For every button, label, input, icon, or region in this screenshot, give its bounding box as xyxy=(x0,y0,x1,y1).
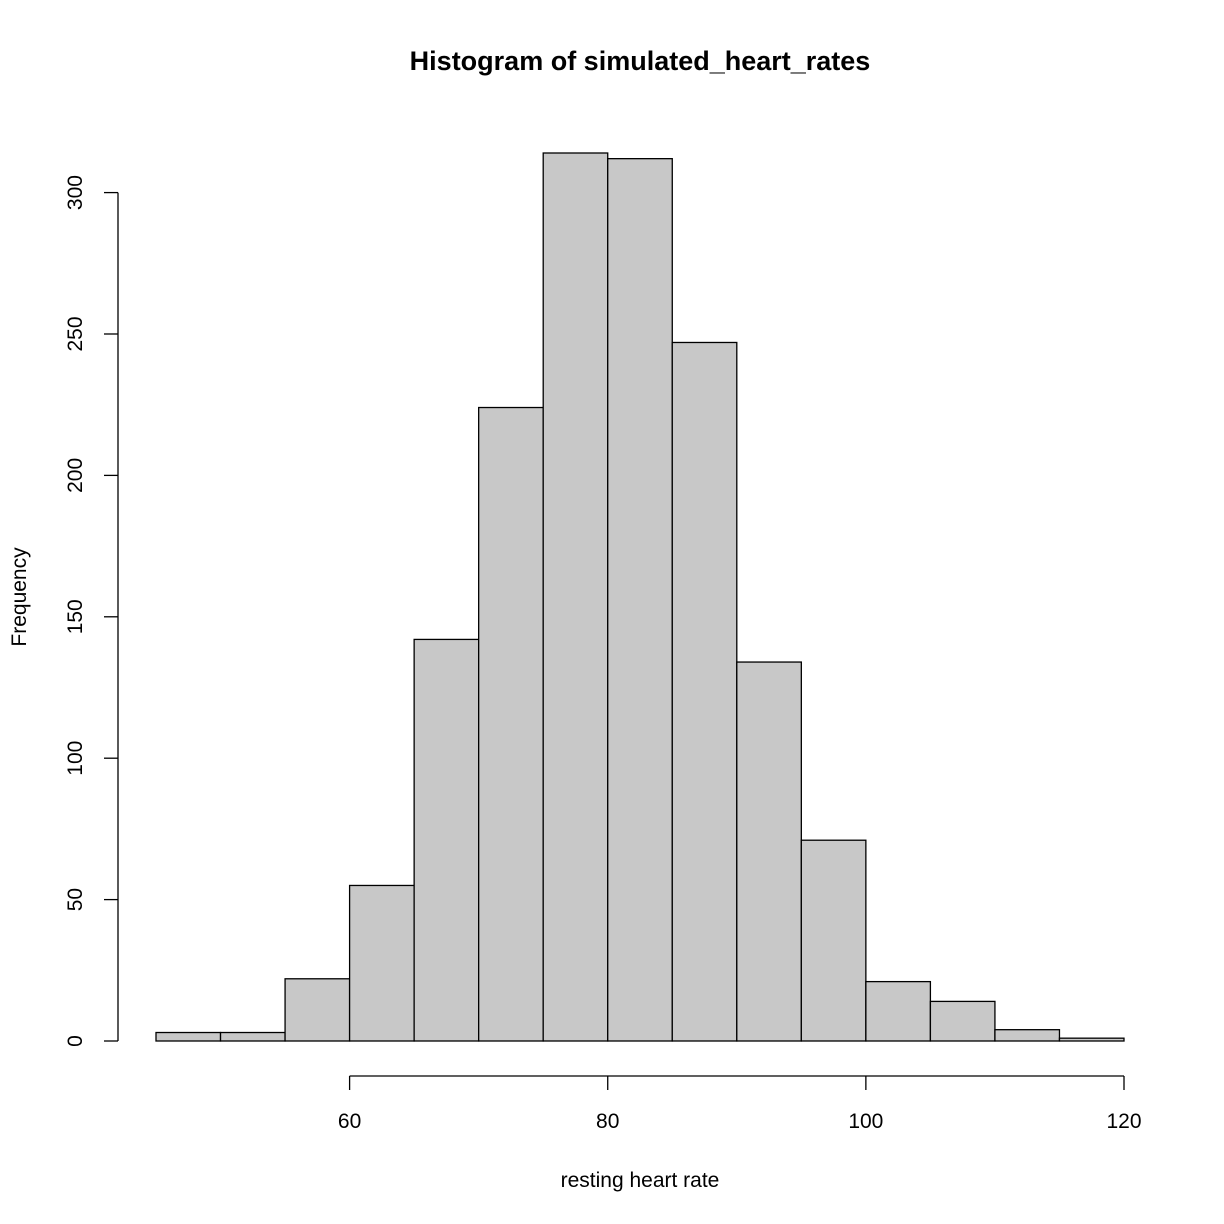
histogram-bar xyxy=(929,1000,996,1042)
histogram-bar xyxy=(348,884,415,1042)
histogram-bar xyxy=(736,661,802,1042)
histogram-bar xyxy=(1058,1037,1125,1042)
histogram-bar xyxy=(542,152,609,1042)
y-tick-label: 50 xyxy=(64,888,87,911)
histogram-bar xyxy=(994,1029,1061,1042)
y-tick-label: 250 xyxy=(64,316,87,351)
x-axis: 60 80 100 120 xyxy=(338,1075,1142,1133)
histogram-bar xyxy=(478,406,544,1042)
x-tick-label: 80 xyxy=(596,1110,619,1133)
y-axis: 0 50 100 150 200 250 300 xyxy=(64,175,119,1047)
x-tick-label: 100 xyxy=(848,1110,883,1133)
histogram-bar xyxy=(671,341,738,1042)
chart-title: Histogram of simulated_heart_rates xyxy=(410,46,871,76)
y-tick-label: 100 xyxy=(64,741,87,776)
y-tick-label: 300 xyxy=(64,175,87,210)
histogram-bar xyxy=(284,978,351,1042)
histogram-bar xyxy=(413,638,480,1042)
y-tick-label: 0 xyxy=(64,1035,87,1047)
x-axis-label: resting heart rate xyxy=(561,1169,720,1192)
histogram-bar xyxy=(219,1031,286,1042)
x-tick-label: 60 xyxy=(338,1110,361,1133)
histogram-bar xyxy=(865,980,932,1042)
histogram-bar xyxy=(800,839,867,1042)
y-tick-label: 150 xyxy=(64,599,87,634)
y-axis-label: Frequency xyxy=(8,547,31,647)
histogram-bar xyxy=(607,158,673,1042)
histogram-bar xyxy=(155,1031,222,1042)
x-tick-label: 120 xyxy=(1106,1110,1141,1133)
y-tick-label: 200 xyxy=(64,458,87,493)
bars-group xyxy=(155,152,1125,1042)
